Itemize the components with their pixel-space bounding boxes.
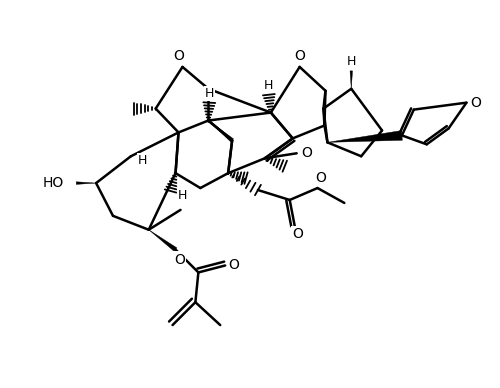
Text: O: O: [301, 146, 312, 160]
Polygon shape: [208, 121, 234, 142]
Text: H: H: [346, 55, 356, 68]
Text: H: H: [178, 189, 187, 203]
Text: H: H: [264, 79, 274, 92]
Text: O: O: [173, 49, 184, 63]
Text: HO: HO: [43, 176, 64, 190]
Text: H: H: [138, 154, 147, 167]
Text: O: O: [174, 253, 185, 267]
Text: O: O: [294, 49, 305, 63]
Polygon shape: [148, 230, 177, 251]
Polygon shape: [328, 131, 402, 142]
Polygon shape: [350, 71, 352, 89]
Polygon shape: [76, 182, 96, 184]
Text: O: O: [292, 227, 303, 241]
Text: O: O: [315, 171, 326, 185]
Text: O: O: [228, 258, 239, 272]
Text: H: H: [204, 87, 214, 100]
Text: O: O: [470, 96, 481, 110]
